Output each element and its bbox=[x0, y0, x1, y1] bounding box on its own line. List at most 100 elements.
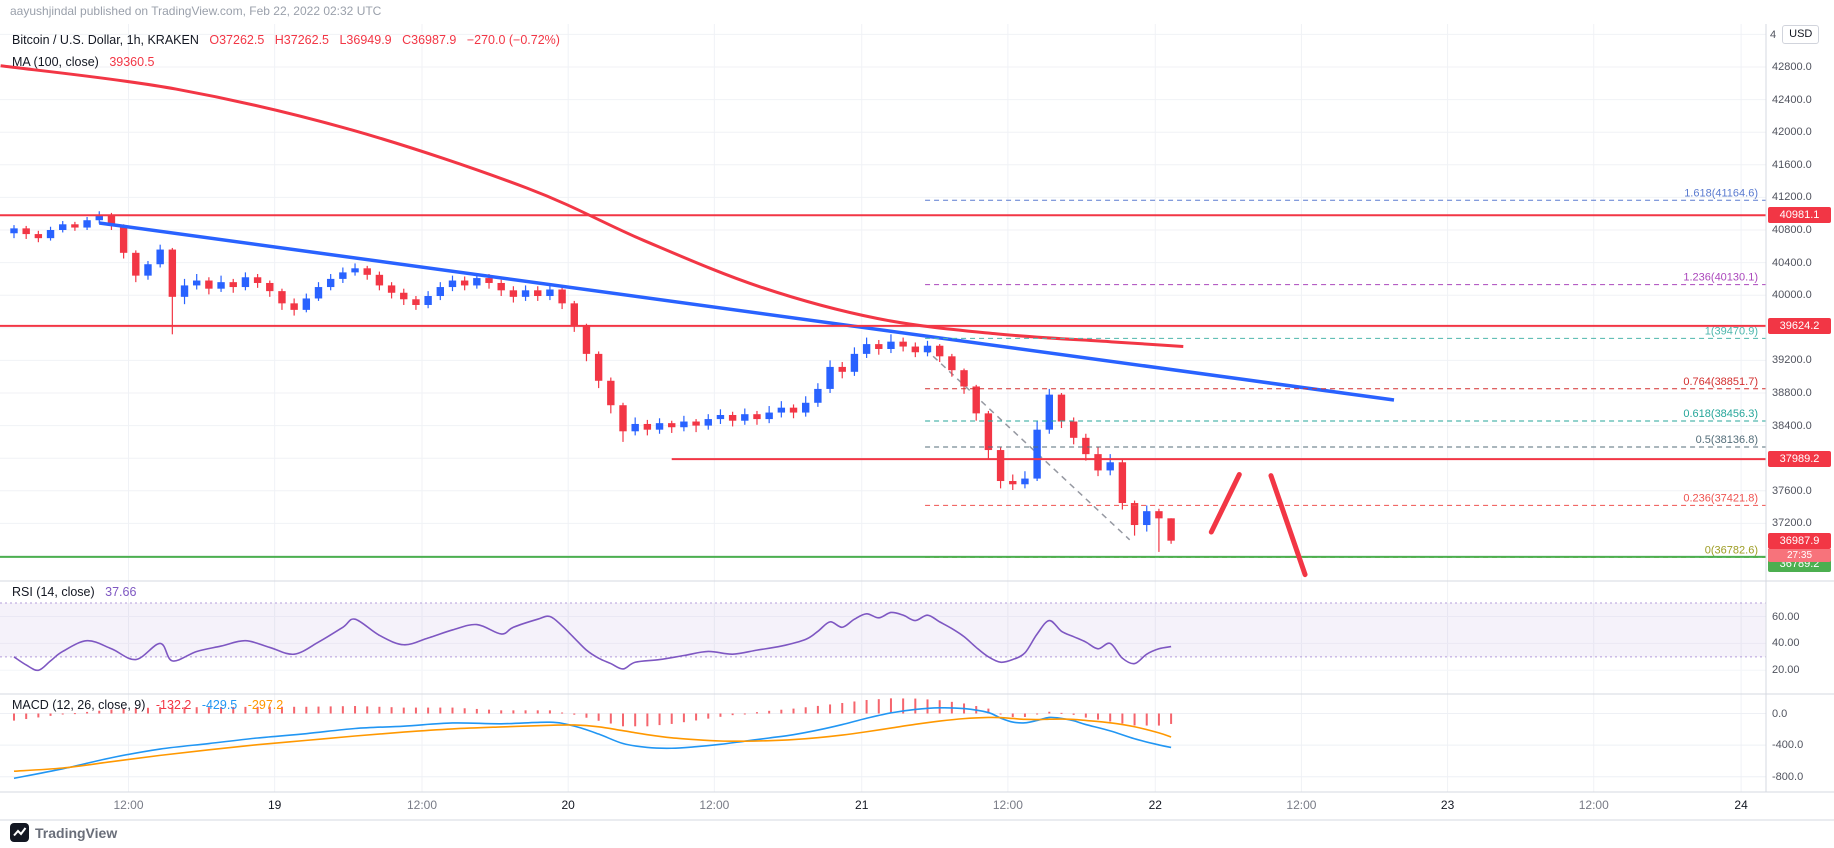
fib-level-label: 1.236(40130.1) bbox=[1683, 272, 1758, 284]
candle bbox=[400, 292, 408, 300]
candle bbox=[326, 278, 335, 288]
macd-tick-label: -400.0 bbox=[1772, 739, 1804, 752]
candle bbox=[168, 249, 177, 297]
macd-signal-line bbox=[13, 716, 1172, 772]
macd-line bbox=[13, 706, 1172, 780]
macd-legend[interactable]: MACD (12, 26, close, 9) -132.2 -429.5 -2… bbox=[12, 698, 290, 712]
tradingview-branding[interactable]: TradingView bbox=[10, 823, 117, 842]
price-tick-label: 42400.0 bbox=[1772, 93, 1812, 106]
time-axis-label: 20 bbox=[561, 798, 575, 812]
time-axis-label: 23 bbox=[1440, 798, 1455, 812]
current-price-label: 36987.9 bbox=[1768, 532, 1831, 549]
candle bbox=[156, 249, 164, 265]
time-axis-label: 21 bbox=[855, 798, 869, 812]
price-tick-label: 40400.0 bbox=[1772, 256, 1812, 269]
candle bbox=[948, 356, 956, 371]
candle bbox=[582, 326, 591, 354]
candle bbox=[339, 272, 347, 279]
currency-unit-button[interactable]: USD bbox=[1782, 25, 1820, 44]
candle bbox=[619, 405, 627, 432]
time-axis-label: 12:00 bbox=[992, 798, 1023, 812]
publish-watermark: aayushjindal published on TradingView.co… bbox=[10, 4, 382, 18]
candle bbox=[253, 277, 262, 283]
ma-legend[interactable]: MA (100, close) 39360.5 bbox=[12, 55, 162, 69]
candle bbox=[996, 450, 1005, 482]
candle bbox=[607, 380, 615, 406]
candle bbox=[59, 224, 67, 230]
candle bbox=[850, 353, 859, 372]
candle bbox=[972, 386, 980, 414]
macd-signal-value: -297.2 bbox=[247, 698, 284, 712]
candle bbox=[424, 296, 432, 305]
time-axis-label: 12:00 bbox=[1578, 798, 1609, 812]
fib-retracement: 1.618(41164.6) 1.236(40130.1) 1(39470.9) 0.… bbox=[925, 187, 1766, 558]
candle bbox=[363, 268, 371, 275]
ohlc-close: C36987.9 bbox=[402, 33, 457, 47]
candle bbox=[728, 415, 737, 421]
candle bbox=[594, 353, 603, 381]
dashed-guide-line bbox=[924, 348, 1131, 541]
candle bbox=[290, 303, 298, 310]
time-axis-label: 12:00 bbox=[113, 798, 144, 812]
macd-tick-label: 0.0 bbox=[1772, 707, 1788, 720]
bar-countdown-label: 27:35 bbox=[1768, 548, 1831, 562]
fib-level-label: 0(36782.6) bbox=[1705, 544, 1758, 556]
rsi-value: 37.66 bbox=[105, 585, 137, 599]
rsi-line bbox=[13, 611, 1172, 672]
candle bbox=[1130, 503, 1139, 526]
candle bbox=[1057, 394, 1066, 422]
candle bbox=[984, 413, 993, 451]
candle bbox=[180, 285, 189, 297]
candle bbox=[521, 290, 530, 297]
candle bbox=[448, 280, 457, 288]
rsi-tick-label: 20.00 bbox=[1772, 664, 1800, 677]
candle bbox=[631, 423, 639, 432]
price-axis-top-tick: 4 bbox=[1770, 28, 1777, 41]
price-tick-label: 38800.0 bbox=[1772, 387, 1812, 399]
candle bbox=[911, 346, 920, 353]
price-tick-label: 37200.0 bbox=[1772, 517, 1812, 530]
price-line-label: 39624.2 bbox=[1768, 317, 1831, 334]
candle bbox=[22, 228, 30, 235]
candle bbox=[826, 366, 834, 389]
candle bbox=[753, 414, 761, 420]
candle bbox=[558, 289, 566, 304]
ma-100-line bbox=[0, 64, 1184, 348]
fib-level-label: 1.618(41164.6) bbox=[1684, 187, 1758, 199]
ma-label: MA (100, close) bbox=[12, 55, 99, 69]
price-tick-label: 42000.0 bbox=[1772, 126, 1812, 139]
price-axis-header: 4 USD bbox=[1770, 25, 1820, 44]
rsi-legend[interactable]: RSI (14, close) 37.66 bbox=[12, 585, 143, 599]
candle bbox=[1033, 429, 1041, 479]
ma-value: 39360.5 bbox=[109, 55, 155, 69]
ohlc-high: H37262.5 bbox=[274, 33, 329, 47]
candle bbox=[1082, 437, 1090, 455]
candle bbox=[789, 407, 798, 413]
candle bbox=[1143, 511, 1151, 526]
rsi-tick-label: 60.00 bbox=[1772, 610, 1800, 623]
macd-hist-value: -132.2 bbox=[155, 698, 192, 712]
candle bbox=[655, 423, 664, 430]
price-tick-label: 38400.0 bbox=[1772, 419, 1812, 432]
candle bbox=[1155, 511, 1163, 519]
candle bbox=[266, 282, 274, 292]
candle bbox=[241, 277, 250, 288]
time-axis-label: 12:00 bbox=[699, 798, 730, 812]
symbol-legend[interactable]: Bitcoin / U.S. Dollar, 1h, KRAKEN O37262… bbox=[12, 33, 567, 47]
candle bbox=[144, 264, 152, 276]
candle bbox=[217, 282, 225, 289]
macd-histogram bbox=[13, 698, 1173, 727]
fib-level-label: 0.5(38136.8) bbox=[1696, 434, 1758, 446]
candle bbox=[1009, 481, 1017, 485]
candle bbox=[1167, 518, 1175, 541]
candle bbox=[838, 366, 846, 372]
fib-level-label: 0.764(38851.7) bbox=[1683, 376, 1758, 388]
candle bbox=[95, 214, 103, 221]
candle bbox=[509, 290, 518, 297]
candle bbox=[814, 388, 822, 403]
candle bbox=[10, 228, 18, 234]
candle bbox=[460, 280, 469, 286]
candle bbox=[497, 282, 505, 291]
tradingview-logo-text: TradingView bbox=[35, 824, 118, 841]
